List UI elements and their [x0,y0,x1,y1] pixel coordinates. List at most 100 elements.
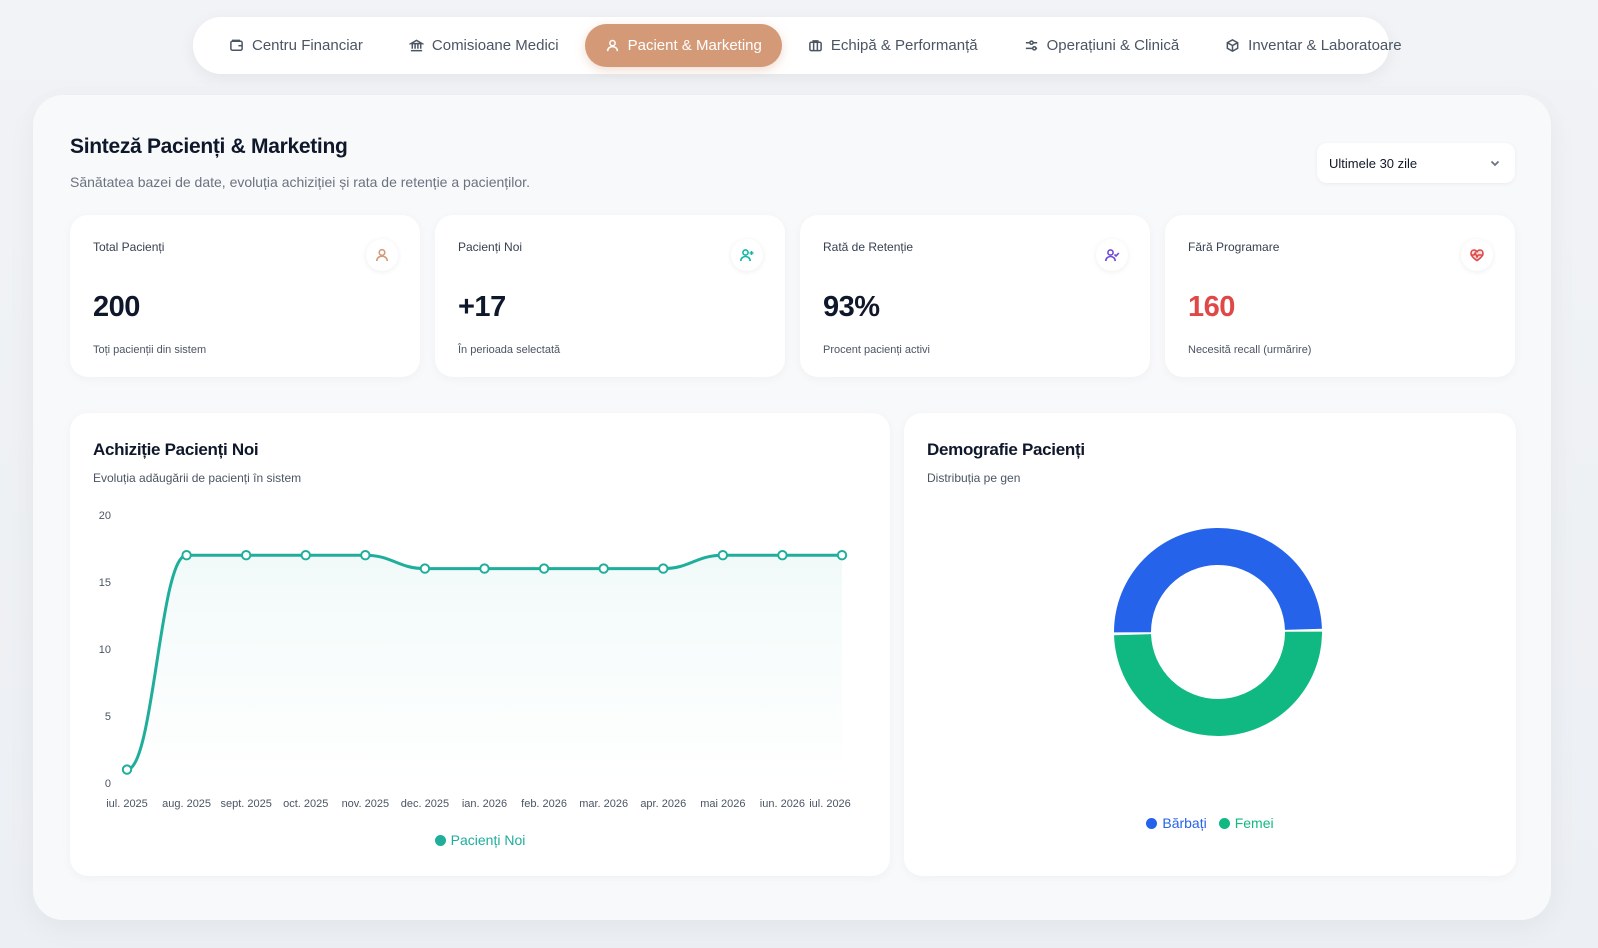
x-tick-label: oct. 2025 [283,798,328,810]
box-icon [1226,39,1239,52]
data-point[interactable] [777,550,788,561]
top-nav: Centru Financiar Comisioane Medici Pacient… [193,17,1402,74]
x-tick-label: dec. 2025 [401,798,449,810]
kpi-card-no-appointment: Fără Programare 160 Necesită recall (urmăr… [1165,215,1515,377]
data-point[interactable] [300,550,311,561]
tab-centru-financiar[interactable]: Centru Financiar [209,24,383,67]
demographics-card: Demografie Pacienți Distribuția pe gen B… [904,413,1516,876]
kpi-value: 160 [1188,291,1235,323]
tab-pacient-marketing[interactable]: Pacient & Marketing [584,24,782,67]
legend-item-barbati[interactable]: Bărbați [1146,815,1207,831]
sliders-icon [1025,40,1037,51]
data-point[interactable] [598,563,609,574]
series-area [127,555,842,783]
x-tick-label: feb. 2026 [521,798,567,810]
kpi-icon-badge [731,239,763,271]
acquisition-card: Achiziție Pacienți Noi Evoluția adăugări… [70,413,890,876]
data-point[interactable] [479,563,490,574]
kpi-description: Procent pacienți activi [823,344,930,356]
legend-item-pacienti-noi[interactable]: Pacienți Noi [434,832,526,848]
legend-label: Bărbați [1162,815,1207,831]
kpi-description: Necesită recall (urmărire) [1188,344,1312,356]
x-tick-label: iul. 2025 [106,798,148,810]
acquisition-legend: Pacienți Noi [70,832,890,848]
legend-label: Pacienți Noi [450,832,526,848]
tab-label: Pacient & Marketing [627,37,762,54]
donut-slice-barbati[interactable] [1114,528,1322,633]
y-tick-label: 15 [99,577,111,589]
kpi-label: Fără Programare [1188,240,1280,254]
x-tick-label: nov. 2025 [342,798,390,810]
tab-comisioane-medici[interactable]: Comisioane Medici [389,24,579,67]
tab-inventar-laboratoare[interactable]: Inventar & Laboratoare [1205,24,1421,67]
chevron-down-icon [1490,160,1500,167]
kpi-card-new-patients: Pacienți Noi +17 În perioada selectată [435,215,785,377]
series-line-pacienti-noi [125,553,844,772]
wallet-icon [230,39,243,51]
briefcase-icon [808,40,822,52]
tab-label: Centru Financiar [252,37,363,54]
legend-label: Femei [1234,815,1274,831]
kpi-card-retention-rate: Rată de Retenție 93% Procent pacienți acti… [800,215,1150,377]
bank-icon [408,39,424,52]
tab-label: Echipă & Performanță [830,37,978,54]
legend-dot [1146,817,1158,829]
kpi-label: Rată de Retenție [823,240,914,254]
legend-dot [434,834,446,846]
data-point[interactable] [240,550,252,561]
kpi-icon-badge [1461,239,1493,271]
tab-operatiuni-clinica[interactable]: Operațiuni & Clinică [1004,24,1200,67]
acquisition-line-chart: 0 5 10 15 20 iul. 2025 aug. 2025 sept. 2025 oct.… [99,510,851,810]
tab-label: Inventar & Laboratoare [1248,37,1402,54]
tab-label: Operațiuni & Clinică [1046,37,1180,54]
data-point[interactable] [717,550,729,561]
legend-dot [1218,817,1230,829]
main-panel: Sinteză Pacienți & Marketing Sănătatea b… [33,95,1551,920]
kpi-label: Total Pacienți [93,240,165,254]
kpi-row: Total Pacienți 200 Toți pacienții din sist… [70,215,1515,377]
x-tick-label: iun. 2026 [760,798,805,810]
acquisition-subtitle: Evoluția adăugării de pacienți în sistem [93,471,302,485]
acquisition-title: Achiziție Pacienți Noi [93,440,259,459]
gender-donut-chart [1114,528,1322,736]
data-point[interactable] [538,563,550,574]
tab-echipa-performanta[interactable]: Echipă & Performanță [788,24,998,67]
y-tick-label: 10 [99,644,111,656]
kpi-label: Pacienți Noi [458,240,523,254]
data-point[interactable] [836,550,848,561]
kpi-value: 93% [823,291,880,323]
demographics-legend: Bărbați Femei [904,815,1516,831]
kpi-value: 200 [93,291,140,323]
user-plus-icon [740,249,754,262]
x-tick-label: sept. 2025 [220,798,271,810]
page-subtitle: Sănătatea bazei de date, evoluția achizi… [70,174,530,190]
x-tick-label: iul. 2026 [809,798,851,810]
y-tick-label: 0 [105,778,111,790]
x-tick-label: mai 2026 [700,798,745,810]
donut-slice-femei[interactable] [1114,631,1322,736]
kpi-card-total-patients: Total Pacienți 200 Toți pacienții din sist… [70,215,420,377]
demographics-title: Demografie Pacienți [927,440,1085,459]
data-point[interactable] [419,563,431,574]
user-icon [606,39,618,52]
kpi-icon-badge [1096,239,1128,271]
data-point[interactable] [360,550,371,561]
kpi-icon-badge [366,239,398,271]
heart-pulse-icon [1470,249,1484,262]
kpi-value: +17 [458,291,506,323]
y-tick-label: 20 [99,510,111,522]
demographics-subtitle: Distribuția pe gen [927,471,1021,485]
date-range-select[interactable]: Ultimele 30 zile [1317,143,1515,183]
date-range-value: Ultimele 30 zile [1329,155,1418,171]
kpi-description: Toți pacienții din sistem [93,344,207,356]
data-point[interactable] [181,550,192,561]
x-tick-label: aug. 2025 [162,798,211,810]
data-point[interactable] [658,563,669,574]
kpi-description: În perioada selectată [458,344,561,356]
data-point[interactable] [121,764,133,775]
x-tick-label: apr. 2026 [640,798,686,810]
y-tick-label: 5 [105,711,111,723]
user-check-icon [1105,249,1120,262]
legend-item-femei[interactable]: Femei [1218,815,1274,831]
x-tick-label: mar. 2026 [579,798,628,810]
